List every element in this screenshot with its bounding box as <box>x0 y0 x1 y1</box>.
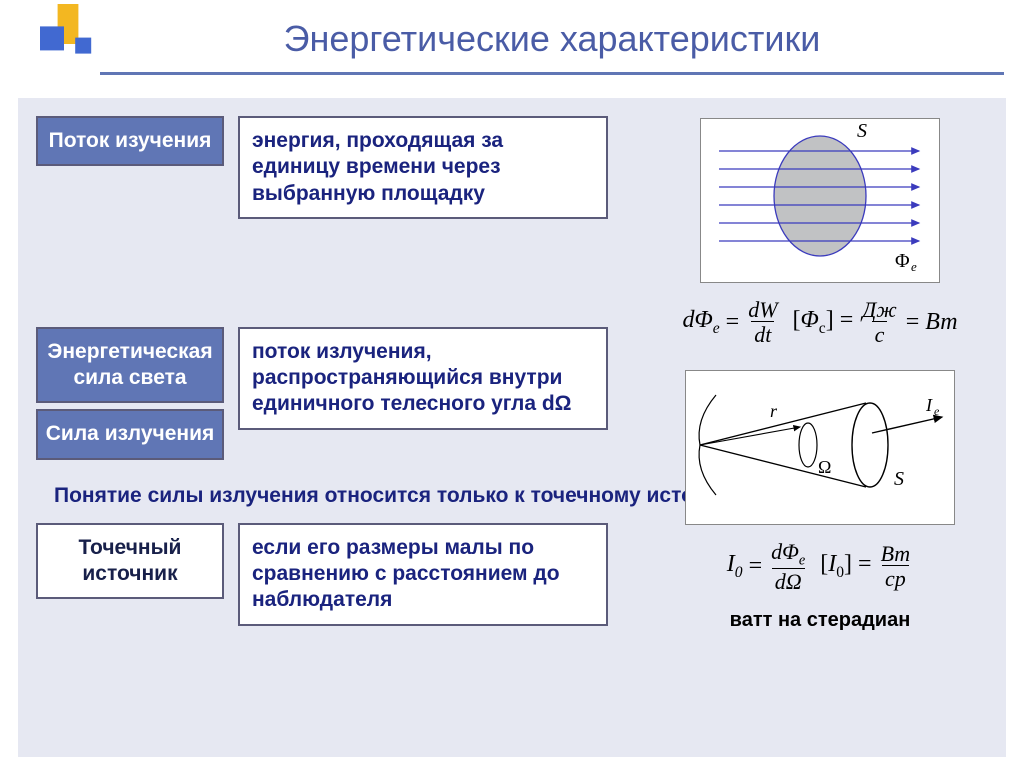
right-column: S Φ e dΦe = dW dt [Φc] = Дж с = Вт <box>660 118 980 632</box>
svg-text:e: e <box>934 404 940 418</box>
label-point-source: Точечный источник <box>36 523 224 600</box>
svg-text:S: S <box>894 468 904 490</box>
svg-text:e: e <box>911 259 917 273</box>
label-radiation-intensity: Сила излучения <box>36 409 224 459</box>
f1-br: Φ <box>801 307 819 333</box>
svg-text:I: I <box>925 395 933 415</box>
f1-rhs: Вт <box>925 309 957 335</box>
f1-den2: с <box>872 321 888 346</box>
formula-flux: dΦe = dW dt [Φc] = Дж с = Вт <box>682 299 957 346</box>
label-energy-intensity: Энергетическая сила света <box>36 327 224 404</box>
svg-text:Φ: Φ <box>895 250 910 272</box>
desc-intensity: поток излучения, распространяющийся внут… <box>238 327 608 430</box>
f2-num1: dΦ <box>771 539 799 564</box>
svg-text:r: r <box>770 401 778 421</box>
f1-num1: dW <box>745 299 780 321</box>
formula-intensity: I0 = dΦe dΩ [I0] = Вт ср <box>727 541 913 593</box>
f2-num2: Вт <box>878 543 914 565</box>
page-title: Энергетические характеристики <box>100 18 1004 75</box>
f2-br-sub: 0 <box>836 564 844 581</box>
svg-text:Ω: Ω <box>818 457 831 477</box>
svg-text:S: S <box>857 123 867 142</box>
f1-lhs: dΦ <box>682 307 712 333</box>
f1-br-sub: c <box>819 320 826 337</box>
f2-lhs-sub: 0 <box>735 564 743 581</box>
f2-lhs: I <box>727 551 735 577</box>
diagram-flux: S Φ e <box>700 118 940 283</box>
f2-den2: ср <box>882 565 909 590</box>
f2-den1: dΩ <box>772 568 805 593</box>
label-flux: Поток изучения <box>36 116 224 166</box>
desc-point-source: если его размеры малы по сравнению с рас… <box>238 523 608 626</box>
f1-den1: dt <box>751 321 774 346</box>
desc-flux: энергия, проходящая за единицу времени ч… <box>238 116 608 219</box>
label-flux-line1: Поток изучения <box>49 129 212 152</box>
diagram-cone: r Ω S I e <box>685 370 955 525</box>
caption-steradian: ватт на стерадиан <box>730 609 911 632</box>
content-panel: Поток изучения энергия, проходящая за ед… <box>18 98 1006 757</box>
f1-lhs-sub: e <box>713 320 720 337</box>
f1-num2: Дж <box>859 299 899 321</box>
f2-num1-sub: e <box>799 552 805 568</box>
